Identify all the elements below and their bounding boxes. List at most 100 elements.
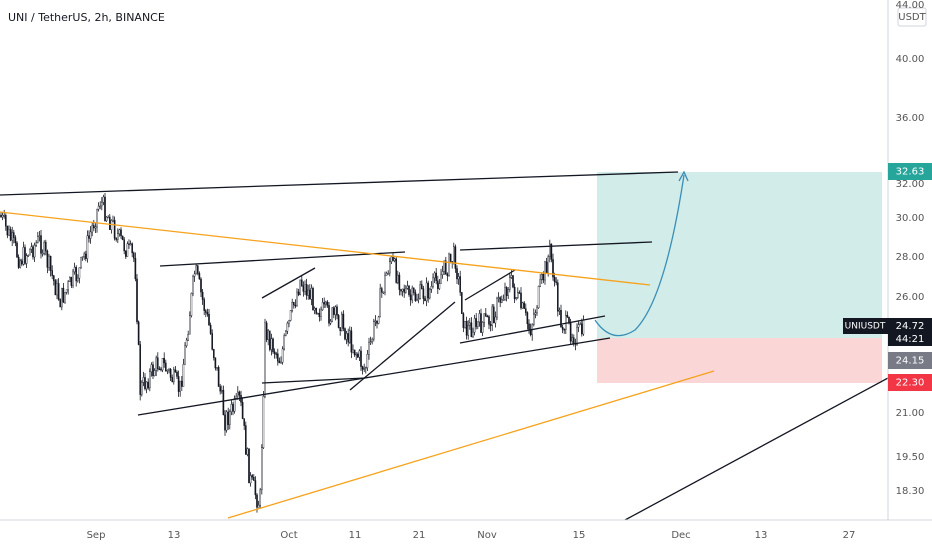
candle-body [131, 243, 134, 254]
candle-body [400, 289, 402, 292]
candle-body [233, 398, 236, 412]
candle-body [75, 267, 77, 282]
price-label: 21.00 [896, 408, 925, 419]
entry-badge [888, 352, 932, 369]
projection-curve [594, 174, 685, 337]
candle-body [182, 364, 185, 387]
candle-body [557, 282, 559, 312]
candle-body [310, 288, 313, 300]
candle-body [467, 325, 470, 336]
date-label: 13 [168, 530, 181, 541]
target-zone [597, 172, 882, 338]
candle-body [317, 313, 319, 315]
candle-body [408, 285, 410, 295]
candle-body [427, 282, 430, 299]
candle-body [446, 273, 449, 277]
candle-body [251, 475, 254, 478]
candle-body [502, 299, 505, 301]
candle-body [465, 321, 468, 336]
candle-body [376, 320, 378, 324]
candle-body [96, 208, 98, 228]
candle-body [220, 389, 223, 392]
candle-body [62, 287, 65, 303]
candle-body [259, 489, 262, 506]
candle-body [336, 306, 338, 316]
candle-body [12, 232, 15, 238]
candle-body [9, 229, 12, 241]
candle-body [283, 335, 286, 350]
candle-body [108, 216, 111, 230]
candle-body [65, 289, 68, 293]
candle-body [145, 381, 148, 390]
candle-body [390, 256, 393, 262]
candle-body [313, 307, 316, 311]
candle-body [544, 261, 546, 281]
candle-body [6, 225, 9, 236]
candle-body [339, 327, 342, 331]
target-price: 32.63 [896, 167, 925, 178]
candle-body [128, 243, 130, 245]
candle-body [475, 318, 478, 327]
candle-body [38, 235, 41, 237]
candle-body [469, 322, 471, 326]
candle-body [222, 389, 225, 416]
candle-body [188, 315, 191, 335]
candle-body [37, 236, 39, 243]
candle-body [545, 261, 548, 274]
candle-body [485, 313, 487, 317]
candle-body [481, 321, 484, 333]
price-label: 40.00 [896, 54, 925, 65]
candle-body [105, 216, 108, 221]
candle-body [168, 369, 170, 371]
candle-body [57, 283, 60, 300]
candle-body [393, 258, 396, 261]
candle-body [83, 253, 85, 257]
candle-body [494, 316, 497, 324]
candle-body [252, 476, 255, 481]
date-label: Sep [87, 530, 106, 541]
candle-body [457, 276, 460, 280]
currency-box[interactable] [897, 7, 927, 27]
candle-body [297, 291, 300, 295]
candle-body [541, 273, 543, 280]
candle-body [19, 260, 22, 268]
candle-body [312, 288, 314, 311]
candle-body [361, 366, 364, 370]
candle-body [417, 298, 420, 300]
stop-badge [888, 374, 932, 391]
candle-body [249, 475, 252, 484]
candle-body [81, 256, 84, 258]
candle-body [456, 268, 458, 280]
candle-body [477, 321, 479, 327]
trend-lines [0, 171, 889, 521]
candle-body [248, 448, 250, 484]
candle-body [11, 232, 14, 241]
candle-body [406, 285, 409, 289]
candle-body [166, 370, 169, 372]
candle-body [483, 313, 486, 323]
candle-body [438, 283, 441, 289]
candle-body [193, 273, 196, 277]
candle-body [236, 391, 239, 397]
candle-body [187, 334, 190, 341]
candle-body [513, 286, 516, 299]
candle-body [265, 322, 268, 340]
candle-body [509, 277, 511, 290]
candle-body [254, 480, 257, 496]
candle-body [192, 276, 194, 294]
candle-body [440, 274, 442, 284]
candle-body [581, 323, 583, 335]
stop-price: 22.30 [896, 378, 925, 389]
candle-body [576, 326, 578, 345]
candle-body [563, 329, 565, 331]
candle-body [454, 246, 457, 269]
candle-body [433, 272, 436, 279]
bar-countdown: 44:21 [896, 334, 925, 345]
candle-body [204, 310, 207, 313]
candle-body [275, 353, 278, 355]
candle-body [533, 313, 535, 325]
candle-body [569, 322, 572, 342]
candle-body [553, 276, 556, 282]
price-label: 18.30 [896, 486, 925, 497]
candle-body [22, 247, 25, 265]
